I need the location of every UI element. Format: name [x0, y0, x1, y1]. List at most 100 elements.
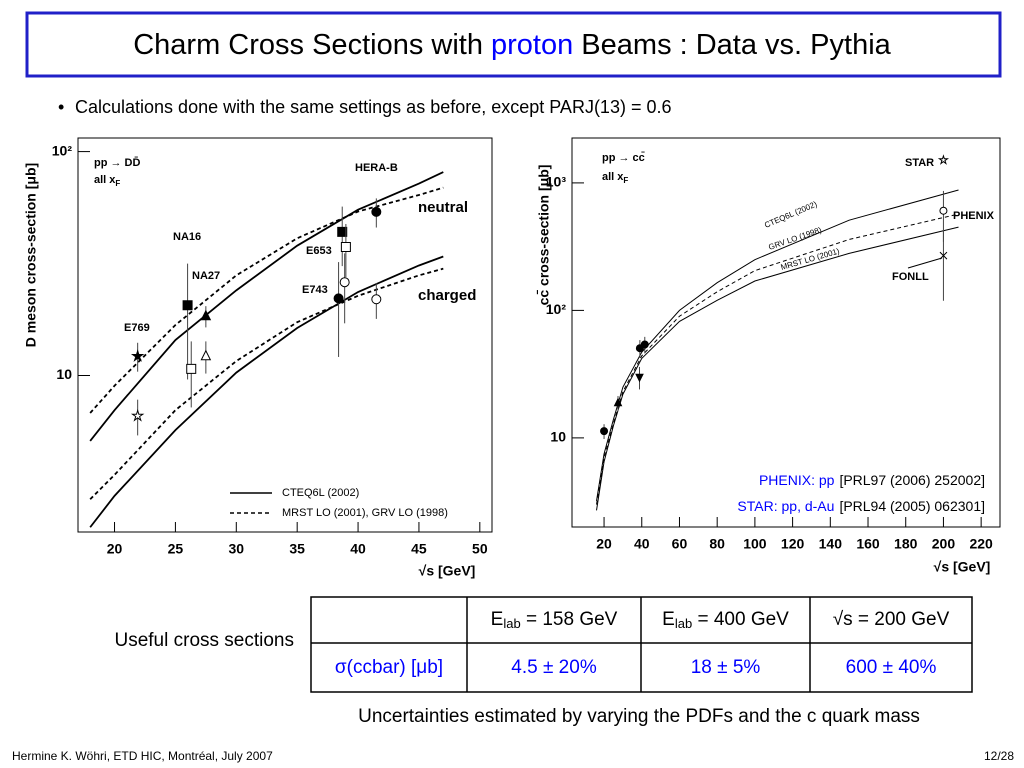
table-header: Elab = 400 GeV	[662, 609, 789, 631]
note-sub: F	[115, 179, 120, 188]
data-point	[130, 408, 145, 422]
data-point	[635, 373, 644, 383]
x-tick-label: 40	[350, 541, 366, 557]
x-tick-label: 20	[107, 541, 123, 557]
table-cell: 18 ± 5%	[691, 657, 761, 678]
data-point	[182, 300, 193, 311]
data-point	[130, 349, 145, 362]
plot-frame	[571, 137, 1001, 528]
y-axis-label: D meson cross-section [μb]	[23, 163, 39, 347]
data-point	[200, 309, 212, 321]
annotation: FONLL	[892, 271, 929, 283]
reference-source: PHENIX: pp	[759, 472, 835, 488]
curve-label: GRV LO (1998)	[767, 225, 823, 252]
x-tick-label: 50	[472, 541, 488, 557]
annotation: E743	[302, 284, 328, 296]
x-tick-label: 100	[743, 536, 767, 552]
annotation: charged	[418, 287, 476, 304]
curve-label: CTEQ6L (2002)	[763, 199, 819, 229]
pointer	[907, 257, 943, 269]
title-highlight: proton	[491, 29, 573, 61]
table-grid	[310, 596, 973, 693]
reference-source: STAR: pp, d-Au	[737, 498, 834, 514]
bullet-text: Calculations done with the same settings…	[75, 97, 672, 117]
title-part: Beams : Data vs. Pythia	[573, 29, 891, 61]
data-point	[371, 206, 382, 217]
y-tick-label: 10	[550, 429, 566, 445]
y-tick-label: 10²	[546, 301, 567, 317]
footer: Hermine K. Wöhri, ETD HIC, Montréal, Jul…	[12, 749, 273, 763]
curve	[89, 186, 444, 414]
x-tick-label: 120	[781, 536, 805, 552]
curve	[89, 267, 444, 500]
title-box	[25, 11, 1002, 78]
curve	[89, 255, 444, 528]
header-main: E	[662, 609, 675, 630]
bullet-dot: •	[58, 97, 64, 117]
plot-frame	[77, 137, 493, 533]
x-tick-label: 30	[229, 541, 245, 557]
data-point	[939, 206, 948, 215]
header-rest: = 158 GeV	[521, 609, 618, 630]
title-part: Charm Cross Sections with	[133, 29, 491, 61]
x-tick-label: 220	[969, 536, 993, 552]
x-tick-label: 35	[289, 541, 305, 557]
data-point	[640, 340, 649, 349]
header-sub: lab	[503, 616, 520, 631]
curve	[89, 171, 444, 442]
x-tick-label: 20	[596, 536, 612, 552]
data-point	[337, 226, 348, 237]
x-tick-label: 40	[634, 536, 650, 552]
data-point	[613, 397, 623, 407]
table-header: √s = 200 GeV	[833, 609, 950, 630]
reference: STAR: pp, d-Au [PRL94 (2005) 062301]	[737, 498, 985, 514]
header-main: E	[491, 609, 504, 630]
legend-label: CTEQ6L (2002)	[282, 487, 359, 499]
y-tick-label: 10²	[52, 142, 73, 158]
note: all xF	[94, 174, 120, 188]
process-label: pp → cc̄	[602, 152, 645, 164]
data-point	[339, 277, 350, 288]
note-sub: F	[623, 176, 628, 185]
x-axis-label: √s [GeV]	[419, 563, 476, 579]
y-tick-label: 10	[56, 366, 72, 382]
curve	[596, 189, 959, 502]
x-tick-label: 80	[709, 536, 725, 552]
legend-label: MRST LO (2001), GRV LO (1998)	[282, 507, 448, 519]
curve-label: MRST LO (2001)	[780, 246, 841, 271]
annotation: NA16	[173, 231, 201, 243]
annotation: E653	[306, 245, 332, 257]
x-axis-label: √s [GeV]	[934, 559, 991, 575]
x-tick-label: 180	[894, 536, 918, 552]
data-point	[340, 241, 351, 252]
page-number: 12/28	[984, 749, 1014, 763]
data-point	[371, 294, 382, 305]
annotation: neutral	[418, 199, 468, 216]
data-point	[333, 293, 344, 304]
annotation: HERA-B	[355, 162, 398, 174]
process-label: pp → DD̄	[94, 157, 140, 169]
x-tick-label: 60	[672, 536, 688, 552]
x-tick-label: 200	[932, 536, 956, 552]
y-axis-label: cc̄ cross-section [μb]	[535, 165, 552, 306]
header-rest: = 400 GeV	[692, 609, 789, 630]
annotation: STAR	[905, 157, 934, 169]
reference: PHENIX: pp [PRL97 (2006) 252002]	[759, 472, 985, 488]
data-point	[186, 363, 197, 374]
x-tick-label: 25	[168, 541, 184, 557]
x-tick-label: 45	[411, 541, 427, 557]
table-cell: 600 ± 40%	[846, 657, 937, 678]
reference-citation: [PRL94 (2005) 062301]	[839, 498, 985, 514]
table-label: Useful cross sections	[114, 630, 294, 651]
curve	[596, 226, 959, 511]
caption: Uncertainties estimated by varying the P…	[358, 706, 920, 727]
note-text: all x	[602, 171, 624, 183]
header-sub: lab	[675, 616, 692, 631]
annotation: NA27	[192, 270, 220, 282]
table-cell: 4.5 ± 20%	[511, 657, 597, 678]
table-header: Elab = 158 GeV	[491, 609, 618, 631]
annotation: E769	[124, 322, 150, 334]
data-point	[937, 154, 950, 165]
